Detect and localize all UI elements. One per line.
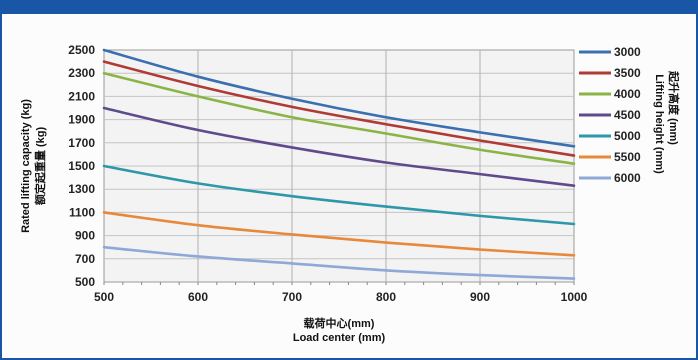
y-tick-label: 2500 xyxy=(68,43,95,57)
series-line-4000 xyxy=(102,71,576,165)
y-tick-label: 900 xyxy=(75,229,95,243)
legend: 3000 3500 4000 4500 5000 5500 6000 xyxy=(579,45,641,185)
series-line-5500 xyxy=(102,211,576,257)
x-tick-label: 600 xyxy=(188,290,208,304)
x-tick-label: 900 xyxy=(470,290,490,304)
y-tick-label: 1900 xyxy=(68,113,95,127)
series-line-6000 xyxy=(102,245,576,280)
y-tick-label: 500 xyxy=(75,275,95,289)
x-tick-label: 500 xyxy=(94,290,114,304)
legend-title: Lifting height (mm) xyxy=(653,74,665,174)
y-tick-label: 1500 xyxy=(68,159,95,173)
y-tick-label: 1300 xyxy=(68,182,95,196)
legend-title-cn: 起升高度 (mm) xyxy=(667,70,681,145)
y-tick-label: 2300 xyxy=(68,66,95,80)
x-axis-title: Load center (mm) xyxy=(293,332,386,344)
series-lines xyxy=(102,48,576,280)
legend-label-4000: 4000 xyxy=(614,87,641,101)
series-line-5000 xyxy=(102,164,576,226)
legend-label-5000: 5000 xyxy=(614,129,641,143)
series-line-3500 xyxy=(102,60,576,157)
grid xyxy=(104,50,574,282)
y-tick-label: 1100 xyxy=(69,205,95,219)
x-tick-label: 800 xyxy=(376,290,396,304)
x-axis-title-cn: 载荷中心(mm) xyxy=(304,316,375,330)
series-line-3000 xyxy=(102,48,576,148)
legend-label-6000: 6000 xyxy=(614,171,641,185)
y-axis-ticks: 500 700 900 1100 1300 1500 1700 1900 2100 2300 250… xyxy=(68,43,95,289)
y-tick-label: 2100 xyxy=(68,89,95,103)
legend-label-5500: 5500 xyxy=(614,150,641,164)
y-tick-label: 1700 xyxy=(68,136,95,150)
x-axis-ticks: 500 600 700 800 900 1000 xyxy=(94,282,588,304)
x-tick-label: 1000 xyxy=(561,290,588,304)
legend-label-3500: 3500 xyxy=(614,66,641,80)
y-tick-label: 700 xyxy=(75,252,95,266)
y-axis-title: Rated lifting capacity (kg) xyxy=(20,99,32,233)
legend-label-4500: 4500 xyxy=(614,108,641,122)
y-axis-title-cn: 额定起重量 (kg) xyxy=(33,127,47,206)
x-tick-label: 700 xyxy=(282,290,302,304)
series-line-4500 xyxy=(102,106,576,188)
legend-label-3000: 3000 xyxy=(614,45,641,59)
